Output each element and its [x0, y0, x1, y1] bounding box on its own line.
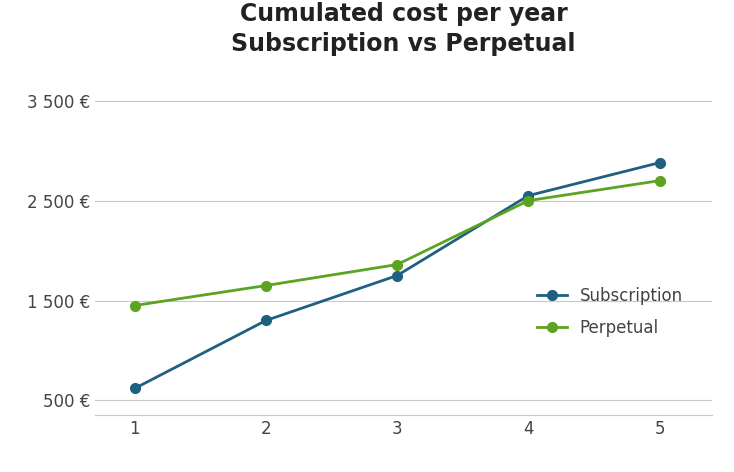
- Line: Subscription: Subscription: [130, 158, 664, 393]
- Subscription: [261, 318, 270, 323]
- Perpetual: [655, 178, 664, 184]
- Perpetual: [261, 283, 270, 288]
- Subscription: [524, 193, 533, 198]
- Subscription: [655, 160, 664, 166]
- Subscription: [393, 273, 401, 278]
- Title: Cumulated cost per year
Subscription vs Perpetual: Cumulated cost per year Subscription vs …: [231, 2, 576, 56]
- Subscription: [131, 386, 139, 391]
- Perpetual: [393, 261, 401, 267]
- Line: Perpetual: Perpetual: [130, 176, 664, 311]
- Perpetual: [131, 303, 139, 308]
- Legend: Subscription, Perpetual: Subscription, Perpetual: [528, 279, 691, 345]
- Perpetual: [524, 198, 533, 203]
